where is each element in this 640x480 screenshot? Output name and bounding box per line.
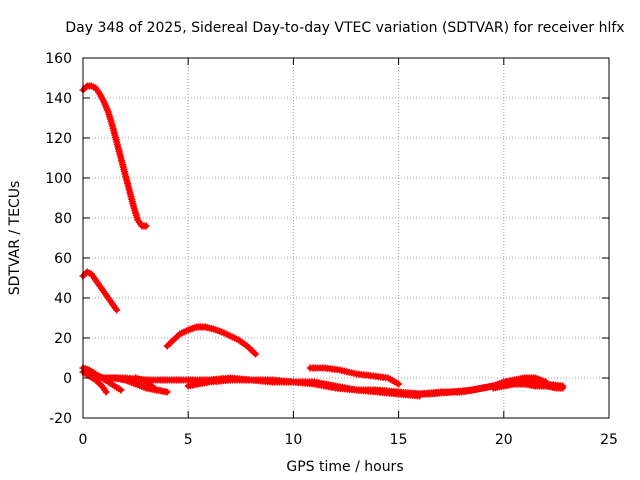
data-point (163, 388, 171, 396)
data-point (102, 388, 110, 396)
x-tick-label: 10 (284, 432, 302, 448)
x-tick-label: 25 (600, 432, 618, 448)
y-tick-label: -20 (49, 411, 72, 427)
y-tick-label: 120 (45, 131, 72, 147)
plot-frame (82, 57, 610, 419)
x-axis-label: GPS time / hours (286, 459, 403, 475)
data-point (142, 222, 150, 230)
y-axis-label: SDTVAR / TECUs (7, 181, 23, 296)
y-tick-label: 160 (45, 51, 72, 67)
y-tick-label: 60 (54, 251, 72, 267)
y-tick-label: 20 (54, 331, 72, 347)
y-tick-label: 0 (63, 371, 72, 387)
data-point (252, 350, 260, 358)
chart-title: Day 348 of 2025, Sidereal Day-to-day VTE… (65, 20, 624, 36)
data-point (113, 306, 121, 314)
y-tick-label: 40 (54, 291, 72, 307)
data-point (559, 384, 567, 392)
data-point (395, 380, 403, 388)
x-tick-label: 15 (390, 432, 408, 448)
x-tick-label: 5 (184, 432, 193, 448)
y-tick-label: 140 (45, 91, 72, 107)
y-tick-label: 100 (45, 171, 72, 187)
data-point (117, 386, 125, 394)
axis-ticks: -20 0 20 40 60 80 100 120 140 160 0 5 10 15 20 25 (45, 51, 618, 448)
x-tick-label: 0 (79, 432, 88, 448)
x-tick-label: 20 (495, 432, 513, 448)
series-line-arc-high (80, 83, 149, 229)
y-tick-label: 80 (54, 211, 72, 227)
data-marks (79, 82, 567, 400)
grid-lines (83, 58, 609, 418)
